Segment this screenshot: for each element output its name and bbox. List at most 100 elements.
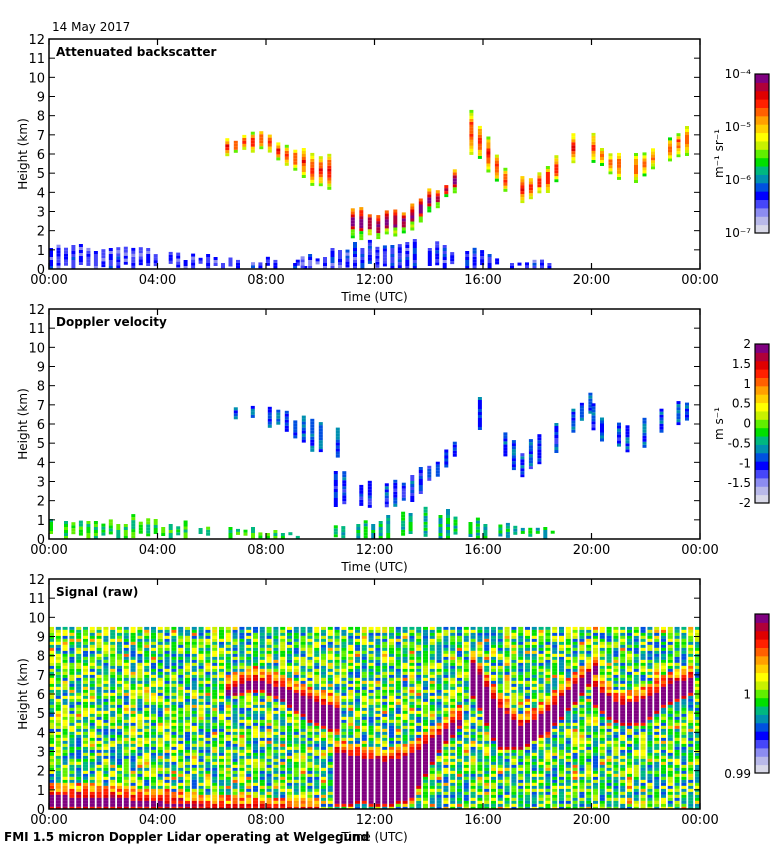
heatmap-cell <box>76 656 82 660</box>
heatmap-cell <box>468 528 473 531</box>
heatmap-cell <box>266 647 272 651</box>
heatmap-cell <box>371 524 376 527</box>
heatmap-cell <box>418 485 423 488</box>
heatmap-cell <box>157 704 163 708</box>
heatmap-cell <box>212 674 218 678</box>
heatmap-cell <box>429 698 435 702</box>
heatmap-cell <box>219 716 224 720</box>
heatmap-cell <box>191 701 197 705</box>
heatmap-cell <box>520 188 525 192</box>
heatmap-cell <box>321 695 326 699</box>
heatmap-cell <box>191 632 197 636</box>
heatmap-cell <box>685 402 689 406</box>
heatmap-cell <box>314 797 320 801</box>
heatmap-cell <box>517 262 522 266</box>
heatmap-cell <box>157 743 163 747</box>
heatmap-cell <box>359 213 364 217</box>
heatmap-cell <box>287 677 292 681</box>
heatmap-cell <box>390 254 395 257</box>
heatmap-cell <box>225 686 231 690</box>
heatmap-cell <box>246 785 252 789</box>
heatmap-cell <box>144 713 150 717</box>
heatmap-cell <box>327 773 333 777</box>
heatmap-cell <box>253 779 258 783</box>
heatmap-cell <box>436 749 442 753</box>
heatmap-cell <box>239 671 245 675</box>
heatmap-cell <box>49 677 54 681</box>
heatmap-cell <box>505 531 510 535</box>
heatmap-cell <box>83 683 88 687</box>
heatmap-cell <box>232 713 238 717</box>
heatmap-cell <box>300 653 306 657</box>
heatmap-cell <box>130 632 136 636</box>
heatmap-cell <box>225 722 231 726</box>
heatmap-cell <box>266 776 272 780</box>
heatmap-cell <box>382 260 387 264</box>
heatmap-cell <box>375 662 381 666</box>
heatmap-cell <box>232 680 238 684</box>
heatmap-cell <box>634 159 638 162</box>
heatmap-cell <box>571 417 576 421</box>
heatmap-cell <box>164 680 170 684</box>
heatmap-cell <box>511 458 516 462</box>
heatmap-cell <box>76 791 82 795</box>
heatmap-cell <box>267 146 272 150</box>
heatmap-cell <box>368 659 374 663</box>
heatmap-cell <box>418 467 423 470</box>
heatmap-cell <box>416 689 422 693</box>
heatmap-cell <box>76 806 82 809</box>
heatmap-cell <box>144 794 150 798</box>
heatmap-cell <box>62 743 68 747</box>
heatmap-cell <box>423 782 428 786</box>
heatmap-cell <box>438 524 443 527</box>
heatmap-cell <box>402 719 408 723</box>
heatmap-cell <box>287 689 292 693</box>
heatmap-cell <box>273 686 279 690</box>
heatmap-cell <box>310 164 315 168</box>
heatmap-cell <box>318 425 323 429</box>
heatmap-cell <box>423 674 428 678</box>
heatmap-cell <box>314 734 320 738</box>
heatmap-cell <box>259 749 265 753</box>
heatmap-cell <box>62 764 68 768</box>
heatmap-cell <box>191 635 197 639</box>
heatmap-cell <box>49 638 54 642</box>
heatmap-cell <box>368 752 374 756</box>
heatmap-cell <box>83 734 88 738</box>
heatmap-cell <box>259 806 265 809</box>
heatmap-cell <box>321 671 326 675</box>
heatmap-cell <box>359 487 364 491</box>
heatmap-cell <box>287 695 292 699</box>
heatmap-cell <box>469 136 474 140</box>
heatmap-cell <box>386 518 391 521</box>
heatmap-cell <box>212 761 218 765</box>
heatmap-cell <box>409 785 415 789</box>
heatmap-cell <box>117 689 122 693</box>
heatmap-cell <box>164 668 170 672</box>
heatmap-cell <box>64 262 68 266</box>
heatmap-cell <box>401 482 406 486</box>
heatmap-cell <box>384 501 389 505</box>
heatmap-cell <box>376 230 381 234</box>
heatmap-cell <box>117 674 122 678</box>
heatmap-cell <box>423 668 428 672</box>
heatmap-cell <box>76 803 82 807</box>
heatmap-cell <box>232 719 238 723</box>
heatmap-cell <box>300 800 306 804</box>
heatmap-cell <box>137 719 143 723</box>
heatmap-cell <box>110 737 116 741</box>
heatmap-cell <box>341 725 347 729</box>
heatmap-cell <box>191 638 197 642</box>
heatmap-cell <box>429 773 435 777</box>
heatmap-cell <box>49 635 54 639</box>
heatmap-cell <box>164 803 170 807</box>
heatmap-cell <box>348 767 354 771</box>
heatmap-cell <box>429 740 435 744</box>
heatmap-cell <box>239 725 245 729</box>
heatmap-cell <box>251 265 255 269</box>
heatmap-cell <box>236 531 240 535</box>
heatmap-cell <box>246 806 252 809</box>
heatmap-cell <box>49 743 54 747</box>
heatmap-cell <box>185 731 190 735</box>
heatmap-cell <box>266 704 272 708</box>
